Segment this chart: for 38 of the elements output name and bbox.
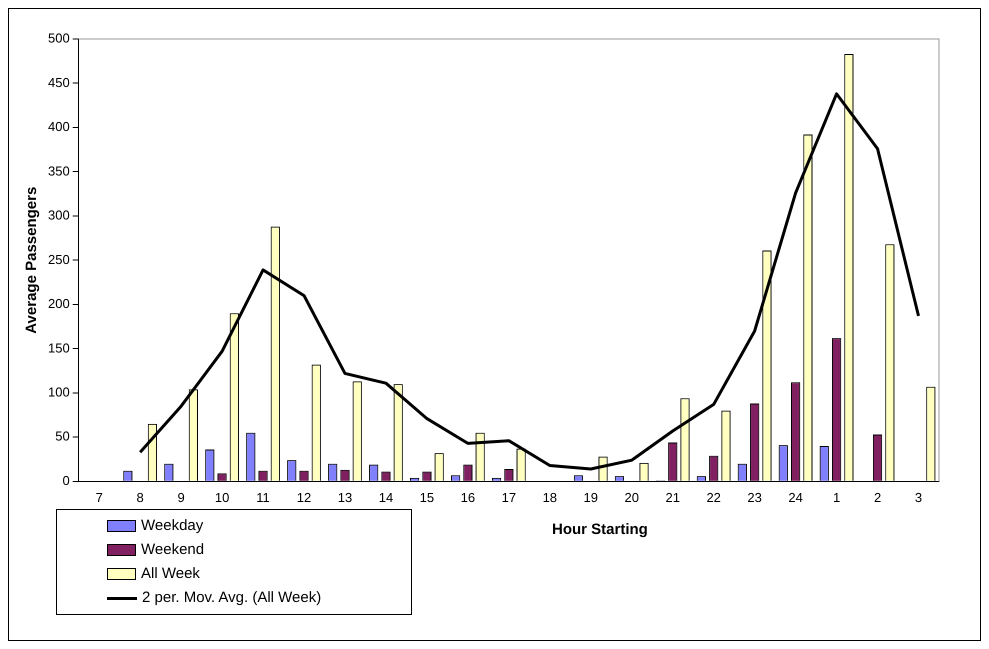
y-tick-label: 50 bbox=[55, 428, 70, 444]
x-tick-label: 18 bbox=[542, 490, 558, 505]
y-tick-label: 300 bbox=[48, 208, 70, 223]
x-tick-label: 2 bbox=[874, 490, 882, 505]
legend-label: Weekend bbox=[141, 540, 204, 560]
y-tick-label: 450 bbox=[48, 74, 70, 90]
y-tick-label: 350 bbox=[48, 163, 70, 178]
x-tick-label: 22 bbox=[706, 490, 721, 505]
legend-label: All Week bbox=[141, 564, 200, 584]
x-axis-title: Hour Starting bbox=[552, 521, 648, 538]
y-tick-label: 400 bbox=[48, 119, 70, 134]
y-tick-label: 200 bbox=[48, 296, 70, 312]
y-tick-label: 100 bbox=[48, 384, 70, 400]
x-tick-label: 1 bbox=[832, 490, 840, 505]
y-tick-label: 500 bbox=[48, 30, 70, 46]
legend-label: Weekday bbox=[141, 516, 204, 536]
x-tick-label: 3 bbox=[914, 490, 922, 505]
x-tick-label: 24 bbox=[788, 490, 803, 505]
x-tick-label: 12 bbox=[296, 490, 312, 505]
legend-label: 2 per. Mov. Avg. (All Week) bbox=[142, 588, 322, 608]
x-tick-label: 21 bbox=[665, 490, 680, 505]
x-tick-label: 20 bbox=[624, 490, 639, 505]
x-tick-label: 19 bbox=[584, 490, 598, 505]
x-tick-label: 23 bbox=[747, 490, 762, 505]
x-tick-label: 16 bbox=[460, 490, 476, 505]
x-tick-label: 17 bbox=[502, 490, 516, 505]
y-tick-label: 150 bbox=[48, 340, 70, 356]
y-tick-label: 0 bbox=[62, 472, 70, 488]
x-tick-label: 10 bbox=[214, 490, 230, 505]
x-tick-label: 11 bbox=[256, 490, 270, 505]
x-tick-label: 13 bbox=[338, 490, 352, 505]
y-axis-title: Average Passengers bbox=[23, 186, 40, 334]
x-tick-label: 15 bbox=[420, 490, 434, 505]
x-tick-label: 7 bbox=[96, 490, 103, 505]
x-tick-label: 8 bbox=[136, 490, 144, 505]
x-tick-label: 14 bbox=[378, 490, 394, 505]
x-tick-label: 9 bbox=[177, 490, 185, 505]
y-tick-label: 250 bbox=[48, 252, 70, 267]
